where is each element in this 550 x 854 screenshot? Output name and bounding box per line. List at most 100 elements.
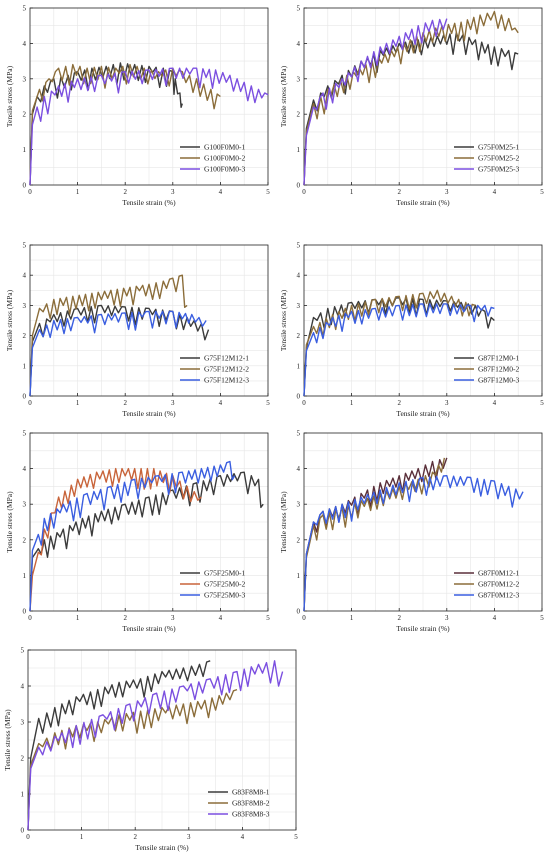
x-axis-label: Tensile strain (%) [396, 409, 450, 418]
x-tick-label: 0 [302, 188, 306, 196]
y-tick-label: 0 [297, 608, 301, 616]
x-tick-label: 4 [241, 833, 245, 841]
series-line-G83F8M8-2 [27, 688, 238, 831]
x-tick-label: 2 [397, 399, 401, 407]
y-tick-label: 4 [297, 272, 301, 280]
legend-label: G87F0M12-3 [478, 591, 520, 600]
y-axis-label: Tensile stress (MPa) [279, 289, 288, 351]
legend-label: G87F12M0-1 [478, 354, 520, 363]
chart-panel-2: 0 1 2 3 4 5 0 1 2 3 4 5 Tensile strain (%) Tensile st… [279, 5, 544, 208]
y-tick-label: 4 [297, 465, 301, 473]
plot-frame [27, 649, 297, 831]
x-tick-label: 3 [187, 833, 191, 841]
y-tick-label: 3 [21, 719, 25, 727]
y-tick-label: 0 [23, 393, 27, 401]
y-tick-label: 4 [23, 272, 27, 280]
series-line-G75F25M0-1 [29, 471, 264, 612]
y-tick-label: 0 [21, 827, 25, 835]
x-tick-label: 3 [171, 188, 175, 196]
y-tick-label: 3 [23, 302, 27, 310]
legend-label: G87F12M0-3 [478, 376, 520, 385]
x-tick-label: 3 [445, 399, 449, 407]
plot-frame [29, 7, 269, 186]
x-tick-label: 1 [76, 614, 80, 622]
x-tick-label: 1 [350, 188, 354, 196]
x-tick-label: 5 [266, 188, 270, 196]
chart-panel-1: 0 1 2 3 4 5 0 1 2 3 4 5 Tensile strain (%) Tensile st… [5, 5, 270, 208]
legend-label: G83F8M8-2 [232, 799, 270, 808]
x-tick-label: 0 [302, 614, 306, 622]
legend-label: G87F0M12-2 [478, 580, 520, 589]
x-tick-label: 5 [266, 614, 270, 622]
x-tick-label: 2 [123, 399, 127, 407]
series-line-G75F0M25-2 [303, 10, 519, 186]
x-tick-label: 5 [540, 614, 544, 622]
y-tick-label: 1 [297, 362, 301, 370]
y-tick-label: 5 [21, 647, 25, 655]
legend-label: G75F12M12-2 [204, 365, 249, 374]
legend-label: G83F8M8-3 [232, 810, 270, 819]
series-line-G75F0M25-1 [303, 32, 519, 186]
plot-frame [29, 244, 269, 397]
y-tick-label: 4 [21, 683, 25, 691]
y-tick-label: 2 [297, 111, 301, 119]
y-tick-label: 1 [23, 362, 27, 370]
y-tick-label: 5 [297, 430, 301, 438]
x-tick-label: 5 [266, 399, 270, 407]
x-tick-label: 1 [76, 399, 80, 407]
y-axis-label: Tensile stress (MPa) [5, 65, 14, 127]
chart-panel-7: 0 1 2 3 4 5 0 1 2 3 4 5 Tensile strain (%) Tensile st… [3, 647, 298, 853]
x-tick-label: 2 [123, 614, 127, 622]
legend-label: G100F0M0-1 [204, 143, 246, 152]
x-axis-label: Tensile strain (%) [122, 624, 176, 633]
x-axis-label: Tensile strain (%) [122, 409, 176, 418]
y-tick-label: 3 [297, 75, 301, 83]
y-tick-label: 0 [297, 393, 301, 401]
legend-label: G75F25M0-1 [204, 569, 246, 578]
x-tick-label: 3 [445, 188, 449, 196]
x-tick-label: 0 [302, 399, 306, 407]
y-tick-label: 3 [23, 75, 27, 83]
series-line-G100F0M0-2 [29, 63, 221, 186]
y-tick-label: 1 [23, 572, 27, 580]
x-tick-label: 3 [171, 399, 175, 407]
y-tick-label: 5 [23, 430, 27, 438]
y-tick-label: 1 [21, 791, 25, 799]
legend-label: G75F25M0-3 [204, 591, 246, 600]
x-tick-label: 0 [28, 188, 32, 196]
y-tick-label: 2 [297, 536, 301, 544]
y-tick-label: 5 [297, 242, 301, 250]
legend-label: G75F12M12-3 [204, 376, 249, 385]
y-axis-label: Tensile stress (MPa) [279, 65, 288, 127]
series-line-G87F12M0-2 [303, 289, 476, 397]
x-tick-label: 2 [123, 188, 127, 196]
legend-label: G75F25M0-2 [204, 580, 246, 589]
x-tick-label: 1 [76, 188, 80, 196]
chart-panel-5: 0 1 2 3 4 5 0 1 2 3 4 5 Tensile strain (%) Tensile st… [5, 430, 270, 634]
y-tick-label: 2 [297, 332, 301, 340]
legend-label: G75F0M25-1 [478, 143, 520, 152]
y-axis-label: Tensile stress (MPa) [279, 491, 288, 553]
y-tick-label: 3 [297, 501, 301, 509]
y-tick-label: 5 [23, 5, 27, 13]
y-axis-label: Tensile stress (MPa) [5, 289, 14, 351]
x-tick-label: 4 [493, 399, 497, 407]
plot-frame [303, 7, 543, 186]
y-tick-label: 5 [297, 5, 301, 13]
x-tick-label: 4 [493, 188, 497, 196]
x-tick-label: 2 [397, 188, 401, 196]
series-line-G75F12M12-2 [29, 274, 188, 397]
x-axis-label: Tensile strain (%) [396, 198, 450, 207]
series-line-G83F8M8-1 [27, 660, 211, 831]
series-line-G100F0M0-3 [29, 67, 269, 186]
chart-panel-6: 0 1 2 3 4 5 0 1 2 3 4 5 Tensile strain (%) Tensile st… [279, 430, 544, 634]
series-line-G87F0M12-3 [303, 475, 524, 612]
x-tick-label: 2 [397, 614, 401, 622]
series-line-G75F0M25-3 [303, 18, 448, 186]
series-line-G75F25M0-3 [29, 460, 236, 612]
y-tick-label: 2 [23, 536, 27, 544]
x-axis-label: Tensile strain (%) [135, 843, 189, 852]
x-tick-label: 4 [219, 399, 223, 407]
y-tick-label: 0 [297, 182, 301, 190]
